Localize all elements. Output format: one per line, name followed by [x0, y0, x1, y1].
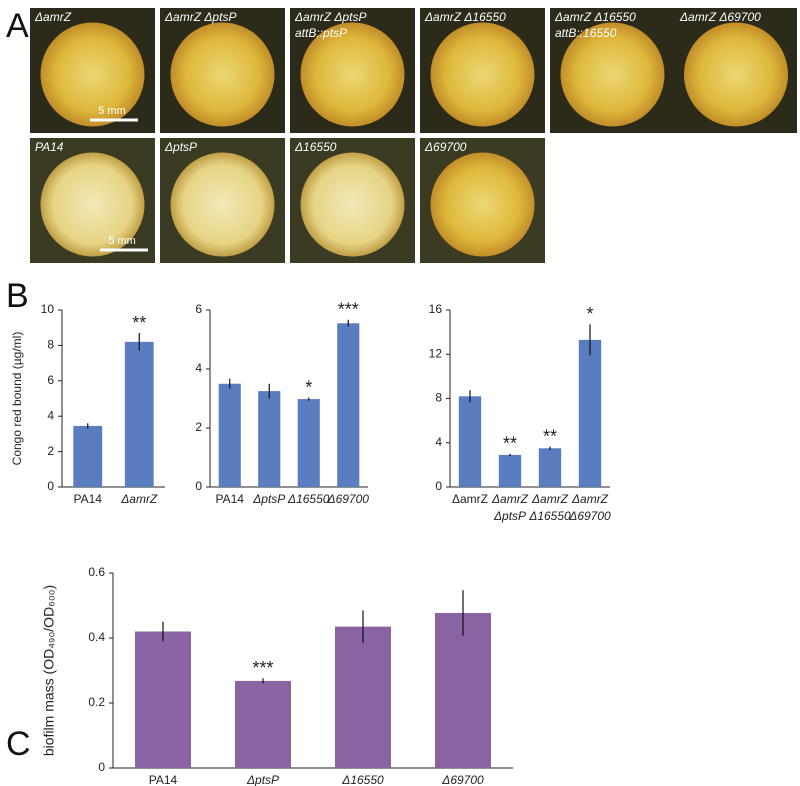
x-tick-label: Δ16550: [528, 509, 571, 523]
colony: [684, 22, 788, 127]
bar: [73, 425, 103, 487]
y-tick-label: 0: [47, 479, 54, 493]
colony: [170, 22, 275, 127]
scale-label: 5 mm: [98, 105, 126, 117]
bar: [235, 680, 291, 768]
significance: **: [132, 313, 146, 333]
x-tick-label: Δ69700: [327, 492, 370, 506]
x-tick-label: ΔamrZ: [571, 492, 609, 506]
bar: [218, 383, 241, 487]
y-tick-label: 2: [47, 444, 54, 458]
colony: [300, 22, 405, 127]
bar: [124, 341, 154, 487]
y-tick-label: 8: [47, 338, 54, 352]
photo-label: ΔamrZ Δ16550: [424, 10, 506, 24]
y-tick-label: 2: [195, 420, 202, 434]
significance: ***: [252, 658, 273, 678]
photo-label: ΔamrZ ΔptsP: [294, 10, 366, 24]
photo-label: ΔptsP: [164, 140, 197, 154]
y-tick-label: 0: [435, 479, 442, 493]
x-tick-label: PA14: [74, 492, 103, 506]
bar: [435, 612, 491, 768]
x-tick-label: ΔamrZ: [531, 492, 569, 506]
photo-label: Δ69700: [424, 140, 467, 154]
y-tick-label: 12: [429, 346, 443, 360]
panel-label: C: [6, 725, 31, 763]
significance: *: [586, 304, 593, 324]
y-tick-label: 16: [429, 302, 443, 316]
y-tick-label: 4: [47, 408, 54, 422]
significance: ***: [338, 299, 359, 319]
panel-label: A: [6, 7, 29, 45]
photo-label: ΔamrZ Δ16550: [554, 10, 636, 24]
photo-label: attB::16550: [555, 26, 617, 40]
y-axis-label: Congo red bound (µg/ml): [10, 332, 24, 466]
photo-label: attB::ptsP: [295, 26, 347, 40]
colony: [40, 22, 145, 127]
photo-label: ΔamrZ ΔptsP: [164, 10, 236, 24]
x-tick-label: PA14: [149, 773, 178, 786]
photo-label: ΔamrZ Δ69700: [679, 10, 761, 24]
bar: [135, 631, 191, 768]
bar: [297, 399, 320, 487]
bar: [498, 454, 522, 487]
y-axis-label: biofilm mass (OD₄₉₀/OD₆₀₀): [41, 585, 57, 756]
x-tick-label: ΔptsP: [252, 492, 285, 506]
colony: [560, 22, 665, 127]
significance: **: [543, 426, 557, 446]
y-tick-label: 0: [195, 479, 202, 493]
x-tick-label: ΔptsP: [493, 509, 526, 523]
bar: [458, 396, 482, 487]
bar: [335, 626, 391, 768]
y-tick-label: 6: [47, 373, 54, 387]
x-tick-label: ΔamrZ: [491, 492, 529, 506]
y-tick-label: 10: [41, 302, 55, 316]
x-tick-label: Δ69700: [441, 773, 484, 786]
y-tick-label: 4: [195, 361, 202, 375]
panel-label: B: [6, 277, 29, 315]
colony: [430, 22, 535, 127]
photo-label: PA14: [35, 140, 64, 154]
significance: *: [305, 377, 312, 397]
x-tick-label: ΔamrZ: [120, 492, 158, 506]
scale-label: 5 mm: [108, 235, 136, 247]
colony: [430, 152, 535, 257]
colony: [170, 152, 275, 257]
x-tick-label: Δ69700: [568, 509, 611, 523]
y-tick-label: 0.2: [88, 695, 105, 709]
colony: [40, 152, 145, 257]
x-tick-label: Δ16550: [341, 773, 384, 786]
significance: **: [503, 434, 517, 454]
bar: [337, 323, 360, 487]
x-tick-label: PA14: [216, 492, 245, 506]
photo-label: Δ16550: [294, 140, 337, 154]
y-tick-label: 0.4: [88, 630, 105, 644]
y-tick-label: 0.6: [88, 565, 105, 579]
bar: [258, 391, 281, 487]
photo-label: ΔamrZ: [34, 10, 72, 24]
x-tick-label: ΔptsP: [246, 773, 279, 786]
y-tick-label: 6: [195, 302, 202, 316]
y-tick-label: 0: [98, 760, 105, 774]
y-tick-label: 4: [435, 435, 442, 449]
bar: [538, 448, 562, 487]
x-tick-label: Δ16550: [287, 492, 330, 506]
y-tick-label: 8: [435, 391, 442, 405]
x-tick-label: ΔamrZ: [452, 492, 488, 506]
bar: [578, 339, 602, 487]
colony: [300, 152, 405, 257]
